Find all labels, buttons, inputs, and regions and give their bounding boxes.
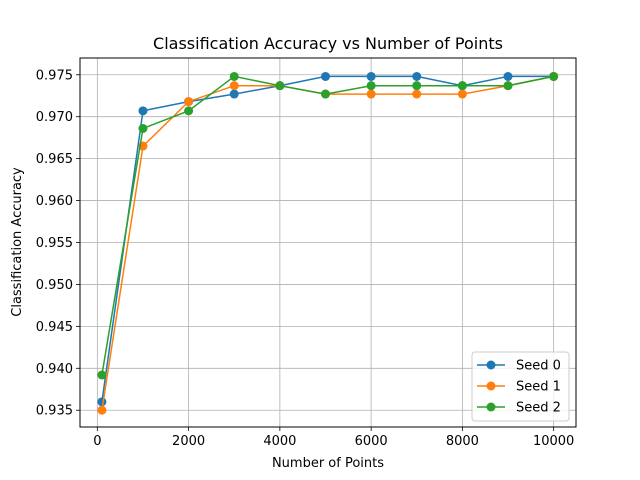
- y-tick-label: 0.975: [36, 68, 73, 83]
- data-point-marker: [503, 81, 513, 91]
- y-tick-label: 0.960: [36, 194, 73, 209]
- legend-entry-seed-0: Seed 0: [477, 359, 561, 374]
- data-point-marker: [275, 81, 285, 91]
- data-point-marker: [184, 106, 194, 116]
- grid-lines: [80, 58, 576, 427]
- data-point-marker: [366, 71, 376, 81]
- series-line: [101, 75, 554, 376]
- x-tick-label: 4000: [263, 434, 296, 449]
- legend-entry-seed-2: Seed 2: [477, 401, 561, 416]
- x-tick-label: 0: [93, 434, 101, 449]
- data-point-marker: [549, 71, 559, 81]
- legend-marker-icon: [486, 381, 496, 391]
- legend-box: [471, 351, 570, 422]
- x-axis-label: Number of Points: [272, 456, 384, 471]
- y-tick-label: 0.950: [36, 278, 73, 293]
- data-point-marker: [97, 370, 107, 380]
- x-tick-label: 6000: [355, 434, 388, 449]
- data-series: [97, 71, 559, 415]
- y-tick-label: 0.935: [36, 404, 73, 419]
- data-point-marker: [97, 405, 107, 415]
- y-tick-label: 0.945: [36, 320, 73, 335]
- y-tick-label: 0.940: [36, 362, 73, 377]
- data-point-marker: [184, 97, 194, 107]
- y-tick-label: 0.970: [36, 110, 73, 125]
- legend: Seed 0 Seed 1 Seed 2: [471, 351, 570, 422]
- chart-title: Classification Accuracy vs Number of Poi…: [153, 34, 503, 53]
- x-tick-label: 10000: [533, 434, 574, 449]
- x-tick-label: 2000: [172, 434, 205, 449]
- y-tick-label: 0.965: [36, 152, 73, 167]
- data-point-marker: [320, 71, 330, 81]
- y-tick-label: 0.955: [36, 236, 73, 251]
- data-point-marker: [138, 123, 148, 133]
- data-point-marker: [366, 81, 376, 91]
- legend-marker-icon: [486, 402, 496, 412]
- data-point-marker: [229, 71, 239, 81]
- legend-label: Seed 0: [516, 359, 561, 374]
- data-point-marker: [503, 71, 513, 81]
- data-point-marker: [97, 397, 107, 407]
- data-point-marker: [229, 81, 239, 91]
- y-axis-label: Classification Accuracy: [10, 167, 25, 317]
- data-point-marker: [229, 89, 239, 99]
- series-seed-2: [97, 71, 559, 380]
- x-axis-ticks: 0 2000 4000 6000 8000 10000: [93, 427, 574, 449]
- data-point-marker: [412, 81, 422, 91]
- data-point-marker: [457, 89, 467, 99]
- data-point-marker: [366, 89, 376, 99]
- legend-label: Seed 1: [516, 380, 561, 395]
- legend-marker-icon: [486, 360, 496, 370]
- x-tick-label: 8000: [446, 434, 479, 449]
- legend-label: Seed 2: [516, 401, 561, 416]
- data-point-marker: [412, 89, 422, 99]
- legend-entry-seed-1: Seed 1: [477, 380, 561, 395]
- data-point-marker: [457, 81, 467, 91]
- data-point-marker: [412, 71, 422, 81]
- y-axis-ticks: 0.935 0.940 0.945 0.950 0.955 0.960 0.965 0.970…: [36, 68, 80, 419]
- data-point-marker: [138, 106, 148, 116]
- data-point-marker: [320, 89, 330, 99]
